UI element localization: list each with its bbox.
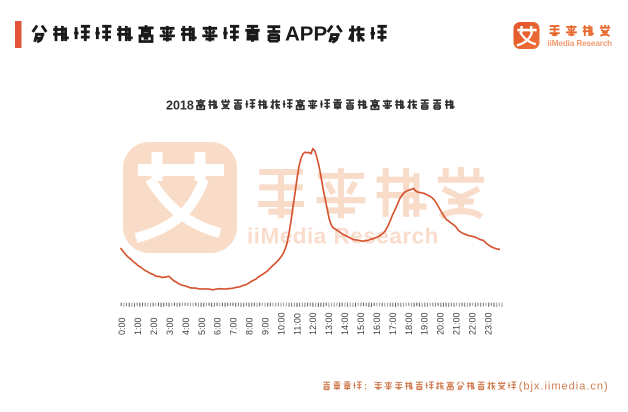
svg-text:8:00: 8:00 (245, 317, 255, 335)
svg-text:APP: APP (285, 23, 327, 46)
svg-text:23:00: 23:00 (483, 312, 493, 335)
svg-text:iiMedia Research: iiMedia Research (548, 39, 613, 48)
svg-text:11:00: 11:00 (292, 313, 302, 335)
svg-text:9:00: 9:00 (260, 317, 270, 335)
svg-text:14:00: 14:00 (340, 312, 350, 335)
svg-text:2018: 2018 (166, 99, 194, 113)
svg-text:18:00: 18:00 (404, 312, 414, 335)
svg-text:13:00: 13:00 (324, 312, 334, 335)
svg-text:3:00: 3:00 (165, 317, 175, 335)
svg-text:10:00: 10:00 (276, 312, 286, 335)
svg-text:2:00: 2:00 (149, 317, 159, 335)
svg-text:iiMedia Research: iiMedia Research (247, 224, 439, 249)
svg-text:1:00: 1:00 (133, 317, 143, 335)
svg-text:(bjx.iimedia.cn): (bjx.iimedia.cn) (519, 380, 609, 392)
svg-text:20:00: 20:00 (436, 312, 446, 335)
svg-text:0:00: 0:00 (117, 317, 127, 335)
svg-text:4:00: 4:00 (181, 317, 191, 335)
svg-text:15:00: 15:00 (356, 312, 366, 335)
svg-text:12:00: 12:00 (308, 312, 318, 335)
svg-text:5:00: 5:00 (197, 317, 207, 335)
svg-text:22:00: 22:00 (467, 312, 477, 335)
svg-text:17:00: 17:00 (388, 312, 398, 335)
svg-text:16:00: 16:00 (372, 312, 382, 335)
svg-text:6:00: 6:00 (213, 317, 223, 335)
svg-text:7:00: 7:00 (229, 317, 239, 335)
svg-text:19:00: 19:00 (420, 312, 430, 335)
svg-text:21:00: 21:00 (452, 312, 462, 335)
